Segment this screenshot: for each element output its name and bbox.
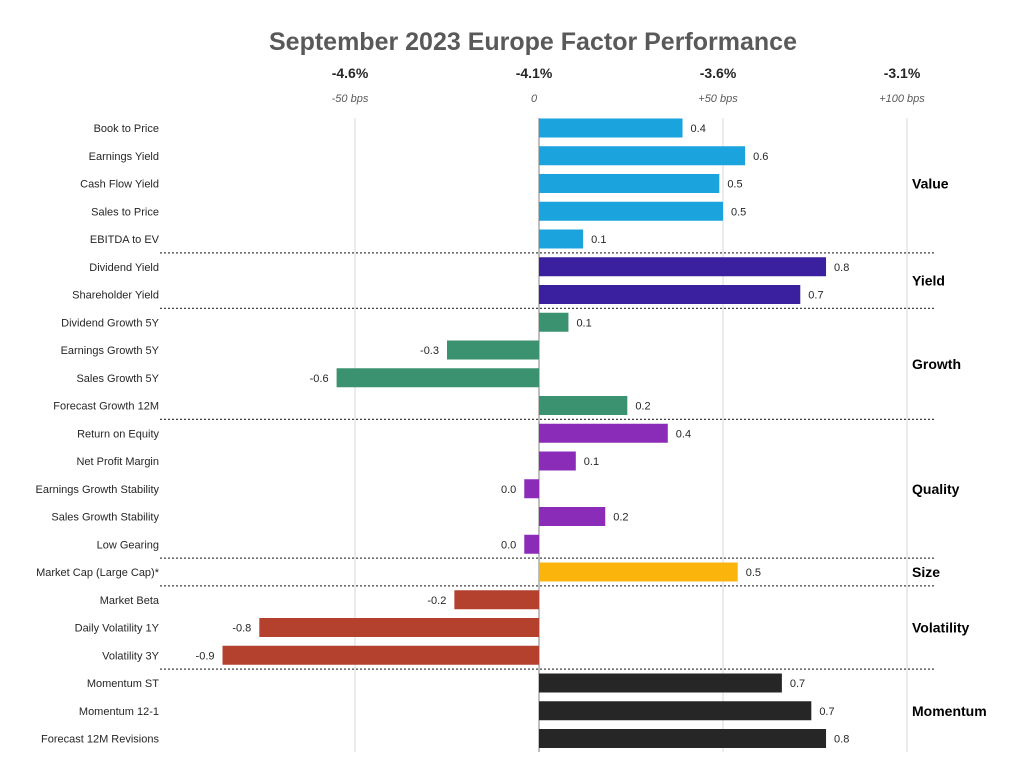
value-label-forecast-12m-revisions: 0.8	[834, 734, 849, 746]
bar-sales-growth-5y	[336, 368, 539, 388]
value-label-forecast-growth-12m: 0.2	[635, 401, 650, 413]
group-label-value: Value	[912, 176, 949, 192]
category-label-daily-volatility-1y: Daily Volatility 1Y	[75, 623, 160, 635]
category-label-forecast-growth-12m: Forecast Growth 12M	[53, 401, 159, 413]
bar-dividend-yield	[539, 257, 827, 277]
category-label-market-cap-large-cap: Market Cap (Large Cap)*	[36, 567, 160, 579]
category-label-dividend-growth-5y: Dividend Growth 5Y	[61, 317, 159, 329]
bps-tick-label: -50 bps	[332, 93, 369, 105]
value-label-sales-growth-stability: 0.2	[613, 512, 628, 524]
group-separators	[160, 252, 935, 670]
category-label-forecast-12m-revisions: Forecast 12M Revisions	[41, 734, 159, 746]
category-label-momentum-st: Momentum ST	[87, 678, 159, 690]
category-label-ebitda-to-ev: EBITDA to EV	[90, 234, 160, 246]
value-label-ebitda-to-ev: 0.1	[591, 234, 606, 246]
bar-shareholder-yield	[539, 285, 801, 304]
value-label-dividend-growth-5y: 0.1	[576, 317, 591, 329]
bar-sales-to-price	[539, 201, 723, 221]
category-label-market-beta: Market Beta	[100, 595, 160, 607]
bar-daily-volatility-1y	[259, 618, 539, 637]
value-label-net-profit-margin: 0.1	[584, 456, 599, 468]
group-label-volatility: Volatility	[912, 620, 970, 636]
value-label-book-to-price: 0.4	[691, 123, 706, 135]
category-label-net-profit-margin: Net Profit Margin	[76, 456, 159, 468]
bar-market-cap-large-cap	[539, 562, 738, 582]
bps-tick-label: +50 bps	[698, 93, 738, 105]
top-axis-tick-label: -3.1%	[884, 65, 921, 81]
bar-forecast-12m-revisions	[539, 729, 827, 748]
category-label-sales-growth-stability: Sales Growth Stability	[51, 512, 159, 524]
value-label-market-beta: -0.2	[427, 595, 446, 607]
category-label-cash-flow-yield: Cash Flow Yield	[80, 179, 159, 191]
bar-earnings-yield	[539, 146, 746, 166]
bar-volatility-3y	[222, 645, 539, 665]
value-label-low-gearing: 0.0	[501, 539, 516, 551]
category-label-shareholder-yield: Shareholder Yield	[72, 290, 159, 302]
top-axis: -4.6% -50 bps -4.1% 0 -3.6% +50 bps -3.1% +100 …	[332, 65, 926, 105]
value-label-volatility-3y: -0.9	[196, 650, 215, 662]
category-label-return-on-equity: Return on Equity	[77, 428, 159, 440]
bps-tick-label: +100 bps	[879, 93, 925, 105]
bar-low-gearing	[524, 534, 539, 554]
value-label-momentum-st: 0.7	[790, 678, 805, 690]
value-label-market-cap-large-cap: 0.5	[746, 567, 761, 579]
group-label-yield: Yield	[912, 273, 945, 289]
value-label-sales-growth-5y: -0.6	[310, 373, 329, 385]
bar-book-to-price	[539, 118, 683, 138]
value-label-daily-volatility-1y: -0.8	[232, 623, 251, 635]
group-label-quality: Quality	[912, 481, 960, 497]
group-label-size: Size	[912, 564, 940, 580]
bar-momentum-12-1	[539, 701, 812, 721]
bars: 0.4 0.6 0.5 0.5 0.1 0.8 0.7 0.1 -0.3 -0.6 0.2 0.4 0.…	[196, 118, 849, 748]
category-label-dividend-yield: Dividend Yield	[89, 262, 159, 274]
value-label-earnings-growth-stability: 0.0	[501, 484, 516, 496]
bar-return-on-equity	[539, 423, 668, 443]
bar-earnings-growth-stability	[524, 479, 539, 499]
group-labels: Value Yield Growth Quality Size Volatility Mom…	[912, 176, 987, 719]
value-label-earnings-growth-5y: -0.3	[420, 345, 439, 357]
bar-dividend-growth-5y	[539, 312, 569, 332]
category-label-momentum-12-1: Momentum 12-1	[79, 706, 159, 718]
category-label-earnings-growth-5y: Earnings Growth 5Y	[61, 345, 160, 357]
top-axis-tick-label: -4.6%	[332, 65, 369, 81]
bar-ebitda-to-ev	[539, 229, 584, 249]
category-label-volatility-3y: Volatility 3Y	[102, 650, 160, 662]
bps-tick-label: 0	[531, 93, 538, 105]
bar-market-beta	[454, 590, 539, 610]
bar-earnings-growth-5y	[447, 340, 539, 360]
category-label-earnings-yield: Earnings Yield	[89, 151, 159, 163]
value-label-dividend-yield: 0.8	[834, 262, 849, 274]
bar-momentum-st	[539, 673, 782, 693]
category-label-low-gearing: Low Gearing	[97, 539, 159, 551]
value-label-sales-to-price: 0.5	[731, 206, 746, 218]
top-axis-tick-label: -3.6%	[700, 65, 737, 81]
chart-title: September 2023 Europe Factor Performance	[269, 28, 797, 56]
bar-cash-flow-yield	[539, 174, 720, 193]
category-labels: Book to Price Earnings Yield Cash Flow Yie…	[36, 123, 160, 746]
category-label-sales-to-price: Sales to Price	[91, 206, 159, 218]
value-label-shareholder-yield: 0.7	[808, 290, 823, 302]
value-label-cash-flow-yield: 0.5	[727, 179, 742, 191]
category-label-earnings-growth-stability: Earnings Growth Stability	[36, 484, 160, 496]
value-label-momentum-12-1: 0.7	[819, 706, 834, 718]
group-label-growth: Growth	[912, 356, 961, 372]
value-label-earnings-yield: 0.6	[753, 151, 768, 163]
category-label-sales-growth-5y: Sales Growth 5Y	[76, 373, 159, 385]
top-axis-tick-label: -4.1%	[516, 65, 553, 81]
value-label-return-on-equity: 0.4	[676, 428, 691, 440]
bar-sales-growth-stability	[539, 507, 606, 526]
bar-forecast-growth-12m	[539, 396, 628, 415]
category-label-book-to-price: Book to Price	[94, 123, 159, 135]
bar-net-profit-margin	[539, 451, 576, 471]
group-label-momentum: Momentum	[912, 703, 987, 719]
